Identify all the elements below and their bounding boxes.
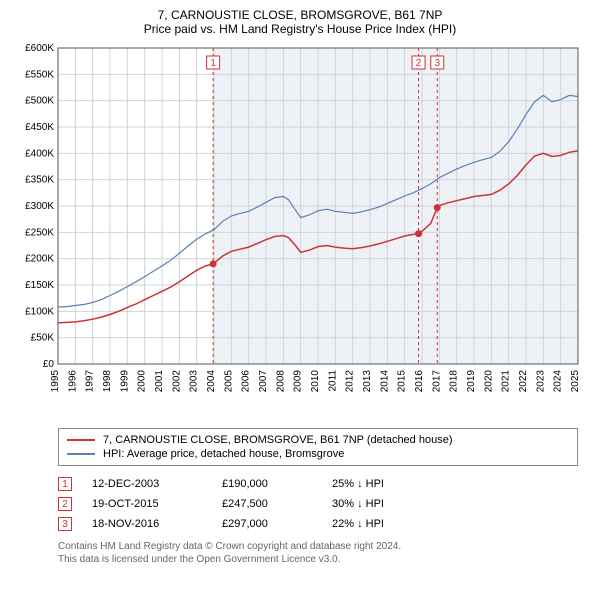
svg-text:£250K: £250K [25, 227, 54, 238]
svg-text:£100K: £100K [25, 306, 54, 317]
svg-text:£150K: £150K [25, 280, 54, 291]
event-row: 3 18-NOV-2016 £297,000 22% ↓ HPI [58, 514, 588, 534]
svg-text:£200K: £200K [25, 254, 54, 265]
attribution-line: Contains HM Land Registry data © Crown c… [58, 540, 588, 553]
event-marker-icon: 2 [58, 497, 72, 511]
title-address: 7, CARNOUSTIE CLOSE, BROMSGROVE, B61 7NP [12, 8, 588, 22]
svg-text:2022: 2022 [518, 370, 529, 393]
legend-swatch [67, 439, 95, 441]
svg-text:£600K: £600K [25, 43, 54, 54]
svg-text:£550K: £550K [25, 69, 54, 80]
legend-swatch [67, 453, 95, 455]
title-block: 7, CARNOUSTIE CLOSE, BROMSGROVE, B61 7NP… [12, 8, 588, 36]
svg-text:2: 2 [416, 58, 422, 69]
svg-text:2001: 2001 [154, 370, 165, 393]
event-row: 2 19-OCT-2015 £247,500 30% ↓ HPI [58, 494, 588, 514]
svg-text:£450K: £450K [25, 122, 54, 133]
event-date: 19-OCT-2015 [92, 498, 202, 510]
svg-text:2011: 2011 [327, 370, 338, 392]
svg-text:2008: 2008 [275, 370, 286, 393]
svg-text:3: 3 [434, 58, 440, 69]
svg-text:1997: 1997 [85, 370, 96, 393]
svg-text:2014: 2014 [379, 370, 390, 393]
svg-text:1998: 1998 [102, 370, 113, 393]
svg-text:1999: 1999 [119, 370, 130, 393]
svg-text:2025: 2025 [570, 370, 581, 393]
legend-label: HPI: Average price, detached house, Brom… [103, 448, 344, 460]
event-row: 1 12-DEC-2003 £190,000 25% ↓ HPI [58, 474, 588, 494]
attribution-line: This data is licensed under the Open Gov… [58, 553, 588, 566]
legend-label: 7, CARNOUSTIE CLOSE, BROMSGROVE, B61 7NP… [103, 434, 453, 446]
chart-svg: £0 £50K £100K £150K £200K £250K £300K £350K £400… [12, 42, 588, 422]
event-price: £297,000 [222, 518, 312, 530]
svg-text:£0: £0 [43, 359, 55, 370]
event-price: £247,500 [222, 498, 312, 510]
event-price: £190,000 [222, 478, 312, 490]
svg-text:2019: 2019 [466, 370, 477, 393]
event-date: 18-NOV-2016 [92, 518, 202, 530]
svg-text:2007: 2007 [258, 370, 269, 393]
legend: 7, CARNOUSTIE CLOSE, BROMSGROVE, B61 7NP… [58, 428, 578, 466]
event-marker-icon: 3 [58, 517, 72, 531]
legend-row: HPI: Average price, detached house, Brom… [67, 447, 569, 461]
svg-text:2002: 2002 [171, 370, 182, 393]
svg-text:2005: 2005 [223, 370, 234, 393]
svg-text:2013: 2013 [362, 370, 373, 393]
svg-text:£50K: £50K [31, 333, 55, 344]
svg-text:2000: 2000 [137, 370, 148, 393]
svg-text:£350K: £350K [25, 175, 54, 186]
svg-text:2018: 2018 [449, 370, 460, 393]
svg-text:2023: 2023 [535, 370, 546, 393]
svg-text:2015: 2015 [397, 370, 408, 393]
event-date: 12-DEC-2003 [92, 478, 202, 490]
event-pct: 30% ↓ HPI [332, 498, 442, 510]
svg-text:2010: 2010 [310, 370, 321, 393]
svg-text:2020: 2020 [483, 370, 494, 393]
event-pct: 22% ↓ HPI [332, 518, 442, 530]
events-table: 1 12-DEC-2003 £190,000 25% ↓ HPI 2 19-OC… [58, 474, 588, 534]
svg-text:2012: 2012 [345, 370, 356, 393]
event-marker-icon: 1 [58, 477, 72, 491]
svg-text:£500K: £500K [25, 96, 54, 107]
svg-text:1995: 1995 [50, 370, 61, 393]
event-pct: 25% ↓ HPI [332, 478, 442, 490]
svg-text:£400K: £400K [25, 148, 54, 159]
legend-row: 7, CARNOUSTIE CLOSE, BROMSGROVE, B61 7NP… [67, 433, 569, 447]
chart: £0 £50K £100K £150K £200K £250K £300K £350K £400… [12, 42, 588, 422]
attribution: Contains HM Land Registry data © Crown c… [58, 540, 588, 566]
svg-text:2006: 2006 [241, 370, 252, 393]
chart-container: 7, CARNOUSTIE CLOSE, BROMSGROVE, B61 7NP… [0, 0, 600, 574]
svg-text:2004: 2004 [206, 370, 217, 393]
svg-text:2003: 2003 [189, 370, 200, 393]
svg-text:1: 1 [210, 58, 216, 69]
svg-text:2016: 2016 [414, 370, 425, 393]
svg-text:2024: 2024 [553, 370, 564, 393]
svg-text:1996: 1996 [67, 370, 78, 393]
svg-text:2009: 2009 [293, 370, 304, 393]
svg-text:2017: 2017 [431, 370, 442, 393]
svg-text:2021: 2021 [501, 370, 512, 393]
title-subtitle: Price paid vs. HM Land Registry's House … [12, 22, 588, 36]
svg-text:£300K: £300K [25, 201, 54, 212]
